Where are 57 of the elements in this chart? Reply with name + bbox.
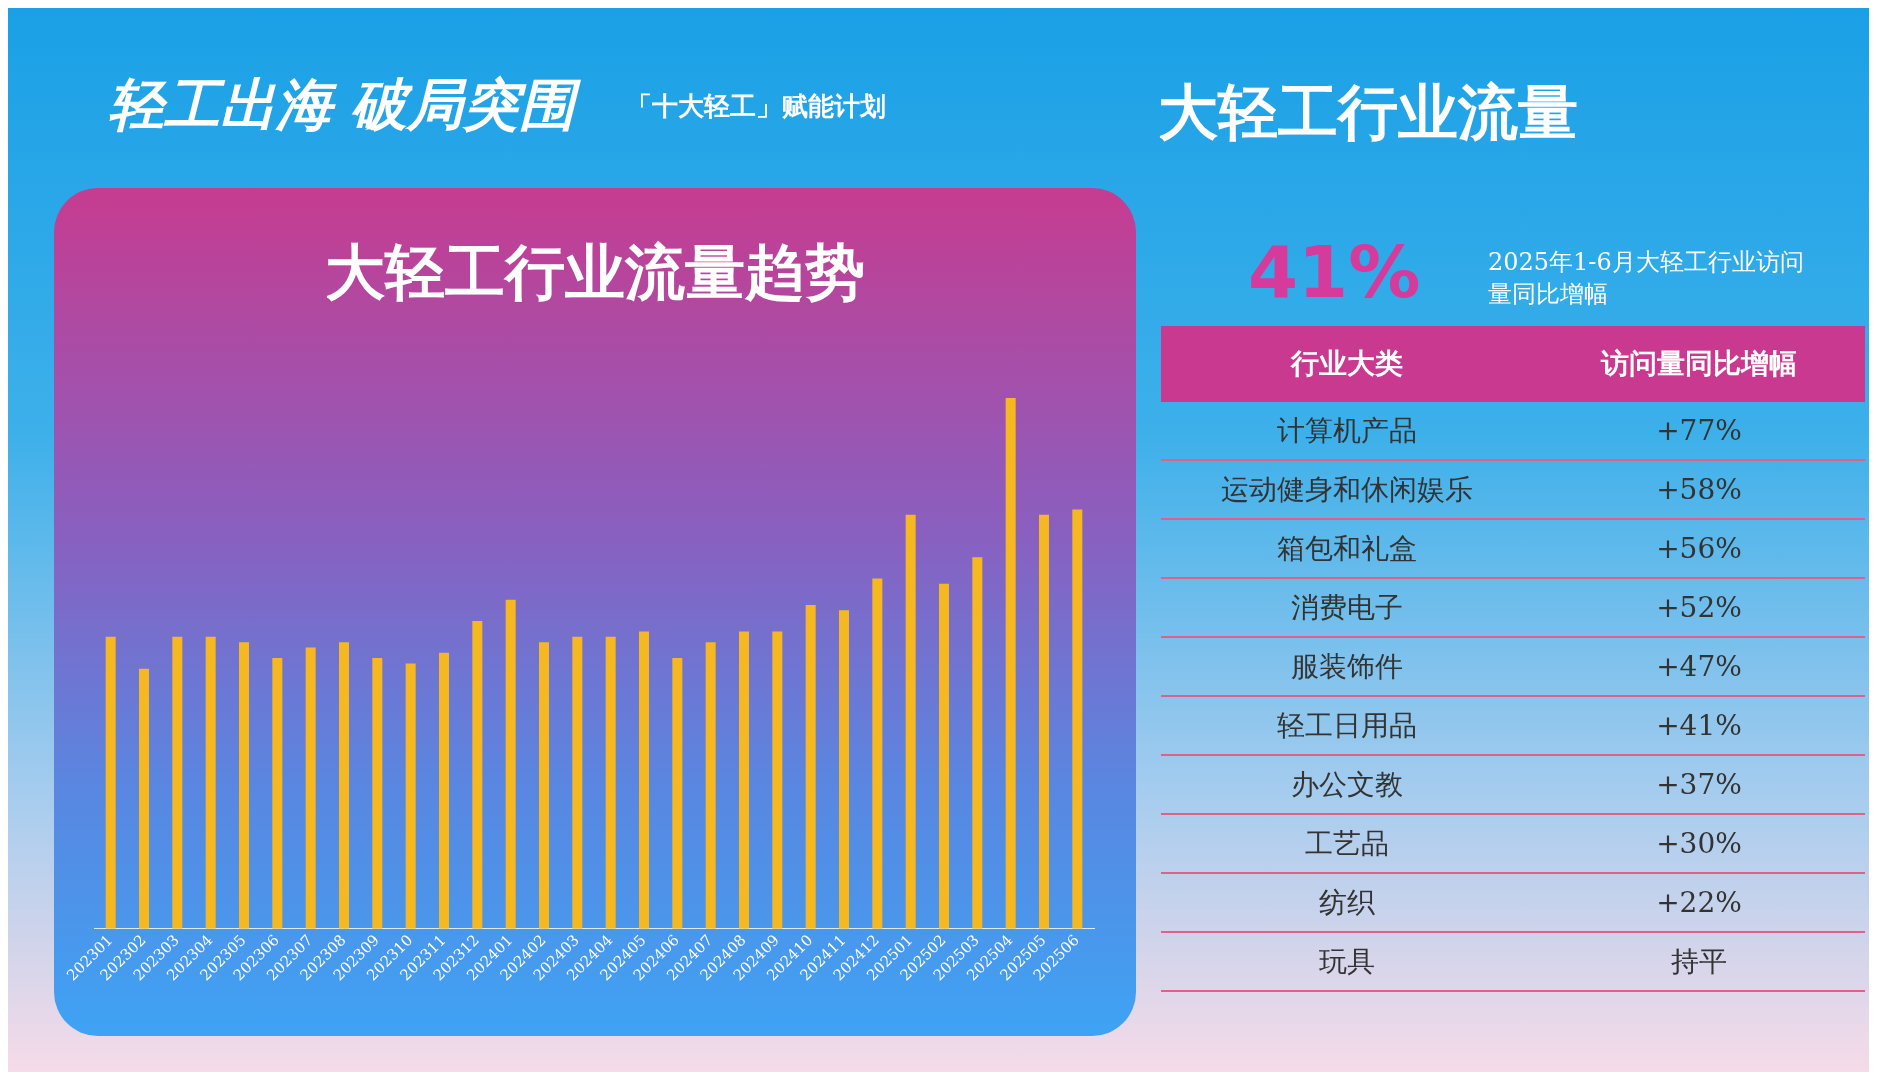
bar [305, 647, 316, 929]
text: 玩具 [1318, 943, 1376, 980]
bar [172, 636, 183, 929]
bar [672, 658, 683, 929]
text: 行业大类 [1289, 346, 1404, 382]
text: 服装饰件 [1290, 648, 1404, 685]
text: +47% [1655, 650, 1743, 683]
text: +30% [1655, 827, 1743, 860]
text: 工艺品 [1304, 825, 1390, 862]
text: +58% [1655, 473, 1743, 506]
bar [505, 599, 516, 929]
bar [1005, 398, 1016, 929]
bar [772, 631, 783, 929]
text: +77% [1655, 414, 1743, 447]
bar [139, 668, 149, 929]
bar [839, 610, 849, 929]
text: 轻工日用品 [1276, 707, 1418, 744]
text: 大轻工行业流量 [1158, 76, 1578, 149]
text: +52% [1655, 591, 1743, 624]
text: +56% [1655, 532, 1743, 565]
bar [705, 642, 716, 929]
bar [239, 642, 249, 929]
bar [972, 557, 983, 929]
bar [1039, 514, 1049, 929]
bar [572, 636, 583, 929]
text: 箱包和礼盒 [1276, 530, 1418, 567]
text: 41% [1248, 230, 1421, 314]
text: 持平 [1670, 943, 1728, 980]
chart-title: 大轻工行业流量趋势 [324, 236, 866, 309]
text: 2025年1-6月大轻工行业访问量同比增幅 [1488, 247, 1805, 310]
text: +41% [1655, 709, 1743, 742]
text: 办公文教 [1290, 766, 1404, 803]
bar [939, 583, 949, 929]
bar [272, 658, 283, 929]
text: 消费电子 [1290, 589, 1404, 626]
bar [372, 658, 383, 929]
text: 访问量同比增幅 [1599, 346, 1798, 382]
text: +37% [1655, 768, 1743, 801]
bar [105, 636, 116, 929]
text: 计算机产品 [1276, 412, 1418, 449]
bar [539, 642, 549, 929]
bar [805, 605, 816, 929]
bar [405, 663, 416, 929]
bar [605, 636, 616, 929]
text: +22% [1655, 886, 1743, 919]
bar [339, 642, 349, 929]
bar [872, 578, 883, 929]
text: 运动健身和休闲娱乐 [1220, 471, 1474, 508]
bar [205, 636, 216, 929]
text: 「十大轻工」赋能计划 [625, 89, 886, 123]
bar [639, 631, 649, 929]
bar [905, 514, 916, 929]
bar [439, 652, 449, 929]
bar [472, 620, 483, 929]
bar [739, 631, 749, 929]
bar [1072, 509, 1083, 929]
text: 纺织 [1318, 884, 1376, 921]
